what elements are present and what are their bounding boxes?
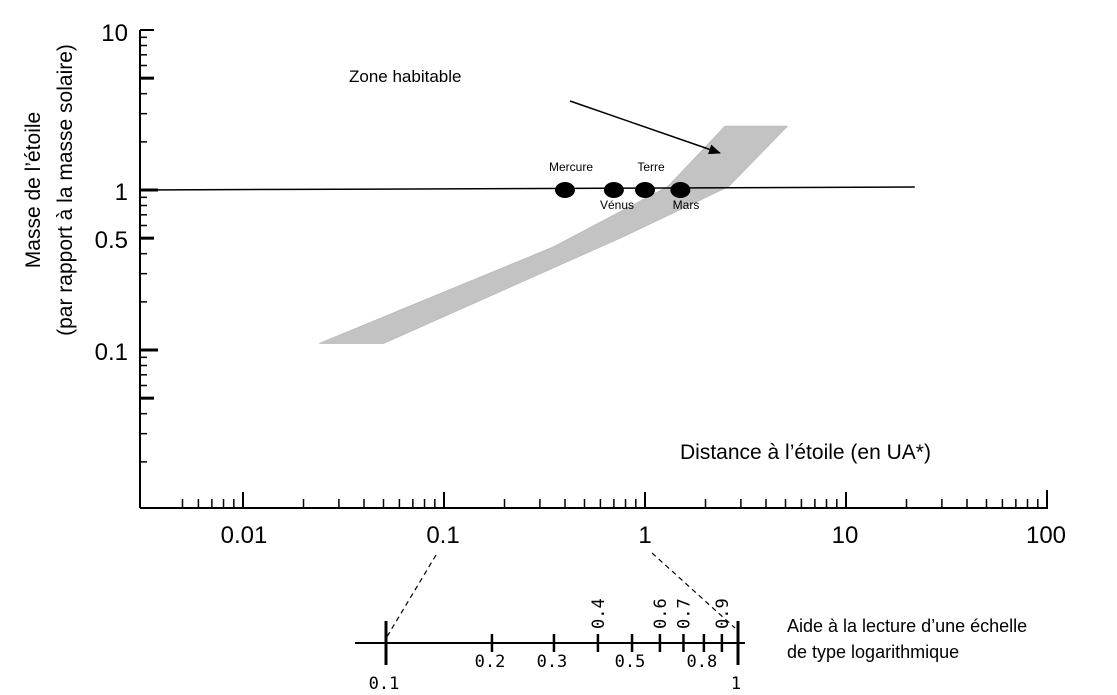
- planet-label-venus: Vénus: [600, 198, 634, 212]
- planet-label-mercure: Mercure: [549, 160, 593, 174]
- y-tick-label-0-5: 0.5: [95, 227, 128, 254]
- y-tick-label-10: 10: [101, 20, 128, 47]
- helper-note-line1: Aide à la lecture d’une échelle: [787, 616, 1027, 636]
- x-axis-ticks: [181, 490, 1048, 508]
- habitable-zone-band: [319, 125, 789, 344]
- helper-tick-label-0-6: 0.6: [651, 598, 671, 629]
- x-axis-title: Distance à l’étoile (en UA*): [680, 441, 931, 464]
- x-tick-label-1: 1: [638, 522, 651, 549]
- x-tick-label-100: 100: [1026, 522, 1066, 549]
- helper-tick-label-0-4: 0.4: [589, 598, 609, 629]
- zoom-guide-left: [384, 554, 437, 641]
- y-tick-label-1: 1: [115, 179, 128, 206]
- helper-tick-label-0-9: 0.9: [713, 598, 733, 629]
- planet-label-terre: Terre: [637, 160, 665, 174]
- x-tick-label-10: 10: [832, 522, 859, 549]
- helper-tick-label-1: 1: [731, 674, 741, 694]
- planet-terre-point: [635, 182, 655, 198]
- helper-tick-label-0-5: 0.5: [615, 652, 646, 672]
- y-axis-subtitle: (par rapport à la masse solaire): [54, 44, 77, 336]
- planet-mars-point: [670, 182, 691, 198]
- helper-tick-label-0-8: 0.8: [687, 652, 718, 672]
- planet-mercure-point: [555, 182, 576, 198]
- zone-habitable-label: Zone habitable: [349, 67, 461, 86]
- planet-venus-point: [603, 182, 624, 198]
- helper-log-scale: 0.1 0.2 0.3 0.4 0.5 0.6 0.7 0.8 0.9 1: [355, 598, 745, 694]
- y-tick-label-0-1: 0.1: [95, 339, 128, 366]
- helper-note-line2: de type logarithmique: [787, 642, 959, 662]
- zoom-guide-right: [651, 552, 736, 629]
- y-axis-title: Masse de l’étoile: [22, 112, 45, 268]
- planet-label-mars: Mars: [673, 198, 700, 212]
- reference-line-mass-1: [139, 186, 915, 191]
- y-axis-ticks: [140, 29, 158, 463]
- x-tick-label-0-1: 0.1: [426, 522, 459, 549]
- zone-habitable-arrow: [569, 100, 721, 155]
- helper-tick-label-0-1: 0.1: [369, 674, 400, 694]
- helper-tick-label-0-7: 0.7: [674, 598, 694, 629]
- helper-tick-label-0-2: 0.2: [475, 652, 506, 672]
- helper-tick-label-0-3: 0.3: [537, 652, 568, 672]
- x-tick-label-0-01: 0.01: [221, 522, 268, 549]
